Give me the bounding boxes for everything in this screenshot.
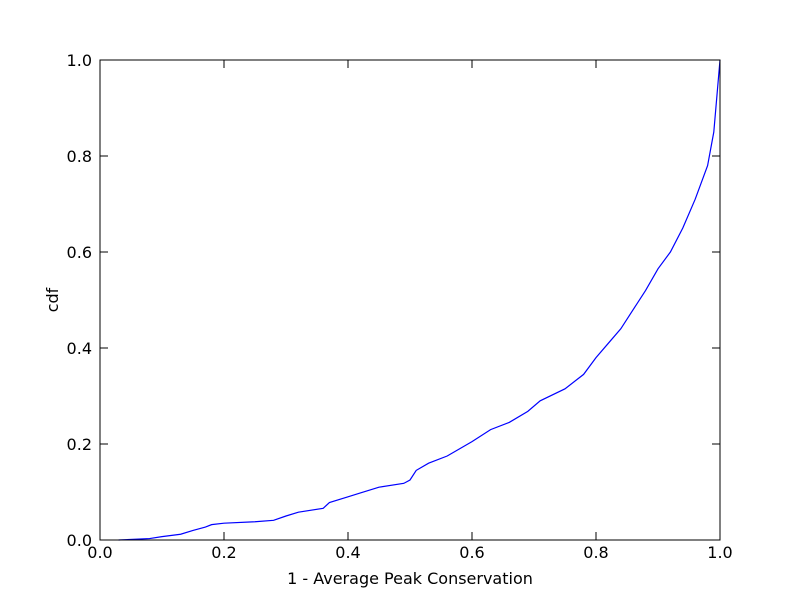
y-tick-label: 0.0 bbox=[67, 531, 92, 550]
y-tick-label: 0.2 bbox=[67, 435, 92, 454]
y-axis-label: cdf bbox=[43, 287, 62, 312]
x-tick-label: 0.6 bbox=[459, 543, 484, 562]
x-tick-label: 0.8 bbox=[583, 543, 608, 562]
cdf-line bbox=[118, 59, 721, 541]
y-tick-label: 0.6 bbox=[67, 243, 92, 262]
x-tick-label: 1.0 bbox=[707, 543, 732, 562]
x-tick-label: 0.4 bbox=[335, 543, 360, 562]
x-axis-label: 1 - Average Peak Conservation bbox=[287, 569, 533, 588]
y-tick-label: 0.4 bbox=[67, 339, 92, 358]
y-tick-label: 1.0 bbox=[67, 51, 92, 70]
x-tick-label: 0.2 bbox=[211, 543, 236, 562]
y-tick-label: 0.8 bbox=[67, 147, 92, 166]
x-tick-label: 0.0 bbox=[87, 543, 112, 562]
plot-frame bbox=[99, 59, 721, 541]
